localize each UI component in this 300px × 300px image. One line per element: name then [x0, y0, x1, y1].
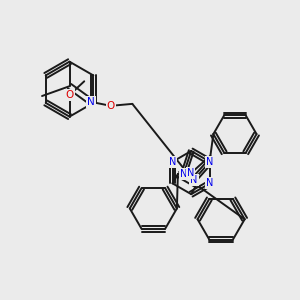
Text: N: N [187, 168, 194, 178]
Text: N: N [87, 97, 95, 107]
Text: N: N [206, 178, 214, 188]
Text: N: N [206, 157, 214, 167]
Text: N: N [180, 169, 188, 179]
Text: N: N [190, 175, 198, 184]
Text: O: O [65, 90, 74, 100]
Text: N: N [169, 157, 176, 167]
Text: O: O [106, 101, 115, 111]
